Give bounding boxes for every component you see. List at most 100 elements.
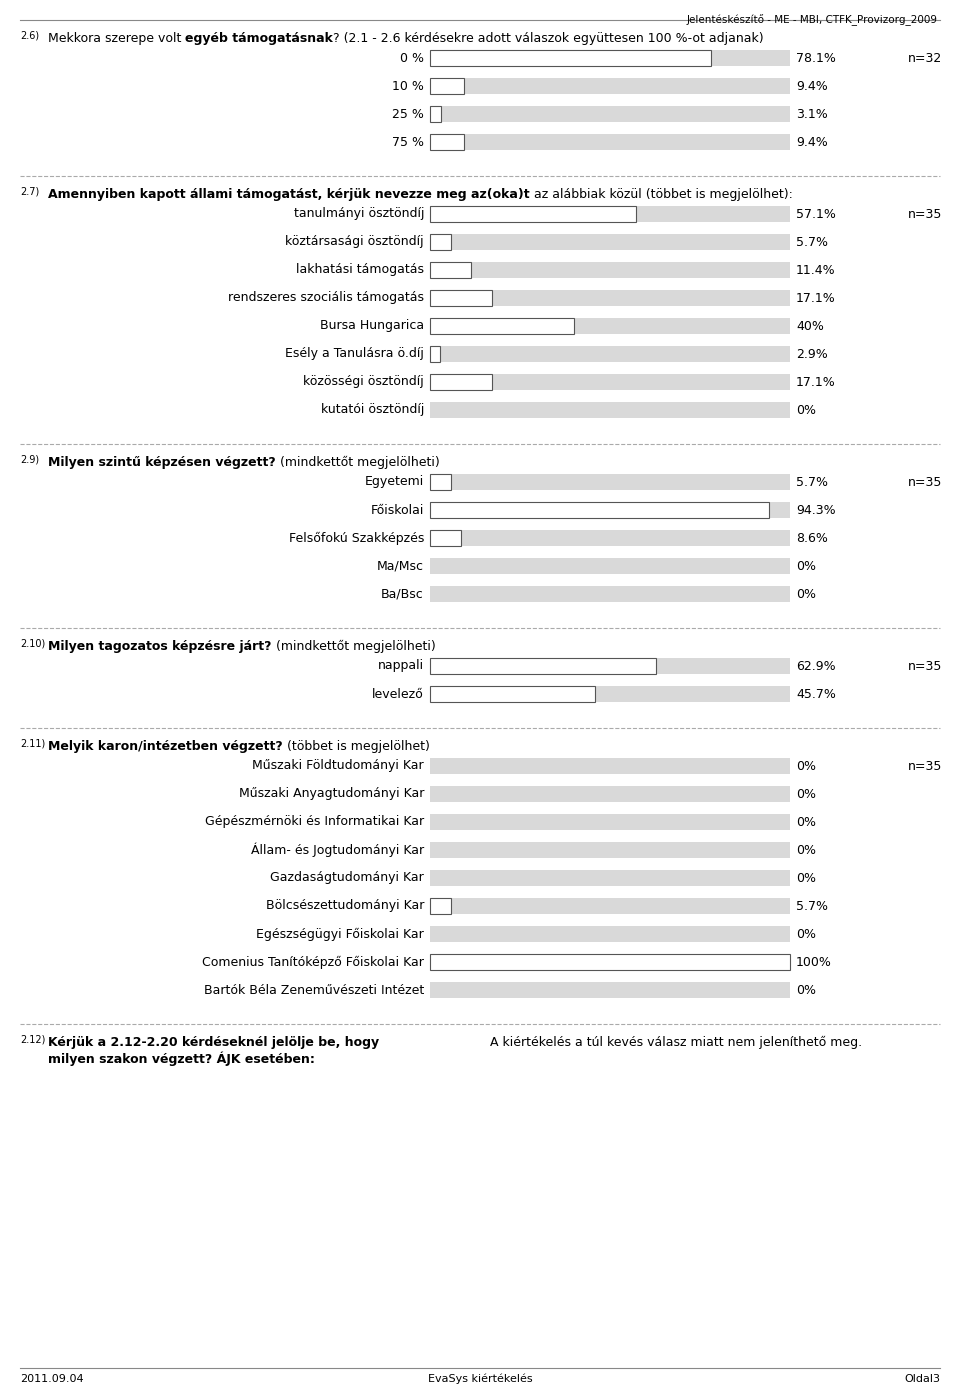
Text: 0%: 0% bbox=[796, 759, 816, 773]
Text: 5.7%: 5.7% bbox=[796, 236, 828, 248]
Bar bbox=[430, 262, 471, 278]
Bar bbox=[430, 318, 574, 333]
Text: Milyen szintű képzésen végzett?: Milyen szintű képzésen végzett? bbox=[48, 456, 276, 469]
Bar bbox=[430, 290, 492, 306]
Text: rendszeres szociális támogatás: rendszeres szociális támogatás bbox=[228, 292, 424, 304]
Bar bbox=[430, 586, 790, 603]
Text: 0%: 0% bbox=[796, 559, 816, 572]
Bar bbox=[430, 50, 711, 66]
Text: Jelentéskészítő - ME - MBI, CTFK_Provizorg_2009: Jelentéskészítő - ME - MBI, CTFK_Provizo… bbox=[687, 14, 938, 27]
Text: (mindkettőt megjelölheti): (mindkettőt megjelölheti) bbox=[272, 640, 435, 653]
Bar bbox=[430, 502, 790, 518]
Bar bbox=[430, 134, 790, 151]
Bar bbox=[430, 234, 450, 250]
Text: kutatói ösztöndíj: kutatói ösztöndíj bbox=[321, 403, 424, 417]
Bar bbox=[430, 262, 790, 278]
Text: n=35: n=35 bbox=[908, 476, 943, 490]
Text: Esély a Tanulásra ö.díj: Esély a Tanulásra ö.díj bbox=[285, 347, 424, 360]
Bar bbox=[430, 206, 636, 222]
Text: 2.7): 2.7) bbox=[20, 186, 39, 197]
Text: 9.4%: 9.4% bbox=[796, 80, 828, 92]
Text: tanulmányi ösztöndíj: tanulmányi ösztöndíj bbox=[294, 208, 424, 220]
Text: 2.10): 2.10) bbox=[20, 638, 45, 649]
Text: Amennyiben kapott állami támogatást, kérjük nevezze meg az(oka)t: Amennyiben kapott állami támogatást, kér… bbox=[48, 188, 530, 201]
Text: 0%: 0% bbox=[796, 587, 816, 600]
Bar bbox=[430, 134, 464, 151]
Text: Műszaki Földtudományi Kar: Műszaki Földtudományi Kar bbox=[252, 759, 424, 773]
Bar bbox=[430, 106, 790, 121]
Text: Ma/Msc: Ma/Msc bbox=[377, 559, 424, 572]
Bar bbox=[430, 843, 790, 858]
Text: Felsőfokú Szakképzés: Felsőfokú Szakképzés bbox=[289, 531, 424, 544]
Bar bbox=[430, 290, 790, 306]
Text: 8.6%: 8.6% bbox=[796, 531, 828, 544]
Text: Comenius Tanítóképző Főiskolai Kar: Comenius Tanítóképző Főiskolai Kar bbox=[203, 956, 424, 968]
Bar bbox=[430, 206, 790, 222]
Text: köztársasági ösztöndíj: köztársasági ösztöndíj bbox=[285, 236, 424, 248]
Text: Melyik karon/intézetben végzett?: Melyik karon/intézetben végzett? bbox=[48, 739, 283, 753]
Bar bbox=[430, 50, 790, 66]
Text: 40%: 40% bbox=[796, 319, 824, 332]
Text: 75 %: 75 % bbox=[392, 135, 424, 148]
Text: (mindkettőt megjelölheti): (mindkettőt megjelölheti) bbox=[276, 456, 440, 469]
Text: 0%: 0% bbox=[796, 928, 816, 940]
Text: 10 %: 10 % bbox=[392, 80, 424, 92]
Text: 17.1%: 17.1% bbox=[796, 292, 836, 304]
Text: közösségi ösztöndíj: közösségi ösztöndíj bbox=[303, 375, 424, 388]
Text: n=35: n=35 bbox=[908, 660, 943, 672]
Text: egyéb támogatásnak: egyéb támogatásnak bbox=[185, 32, 333, 45]
Bar bbox=[430, 374, 492, 391]
Bar bbox=[430, 346, 441, 361]
Text: 0%: 0% bbox=[796, 983, 816, 996]
Text: n=35: n=35 bbox=[908, 208, 943, 220]
Text: lakhatási támogatás: lakhatási támogatás bbox=[296, 264, 424, 276]
Text: n=35: n=35 bbox=[908, 760, 943, 773]
Text: A kiértékelés a túl kevés válasz miatt nem jeleníthető meg.: A kiértékelés a túl kevés válasz miatt n… bbox=[490, 1036, 862, 1049]
Text: Főiskolai: Főiskolai bbox=[371, 504, 424, 516]
Text: Bursa Hungarica: Bursa Hungarica bbox=[320, 319, 424, 332]
Bar bbox=[430, 78, 464, 93]
Text: 0%: 0% bbox=[796, 844, 816, 857]
Bar bbox=[430, 686, 790, 702]
Text: 62.9%: 62.9% bbox=[796, 660, 835, 672]
Text: Mekkora szerepe volt: Mekkora szerepe volt bbox=[48, 32, 185, 45]
Bar bbox=[430, 402, 790, 418]
Bar bbox=[430, 982, 790, 997]
Bar bbox=[430, 558, 790, 573]
Text: 78.1%: 78.1% bbox=[796, 52, 836, 64]
Text: 2.9): 2.9) bbox=[20, 453, 39, 465]
Text: 45.7%: 45.7% bbox=[796, 688, 836, 700]
Bar bbox=[430, 757, 790, 774]
Text: (többet is megjelölhet): (többet is megjelölhet) bbox=[283, 739, 430, 753]
Text: 11.4%: 11.4% bbox=[796, 264, 835, 276]
Text: 3.1%: 3.1% bbox=[796, 107, 828, 120]
Text: Egyetemi: Egyetemi bbox=[365, 476, 424, 488]
Text: levelező: levelező bbox=[372, 688, 424, 700]
Bar bbox=[430, 954, 790, 970]
Text: az alábbiak közül (többet is megjelölhet):: az alábbiak közül (többet is megjelölhet… bbox=[530, 188, 793, 201]
Bar bbox=[430, 530, 790, 545]
Bar bbox=[430, 530, 461, 545]
Bar bbox=[430, 374, 790, 391]
Bar bbox=[430, 318, 790, 333]
Bar bbox=[430, 78, 790, 93]
Bar bbox=[430, 870, 790, 886]
Text: Gazdaságtudományi Kar: Gazdaságtudományi Kar bbox=[271, 872, 424, 884]
Text: 2.6): 2.6) bbox=[20, 31, 39, 40]
Bar bbox=[430, 346, 790, 361]
Text: Oldal3: Oldal3 bbox=[904, 1374, 940, 1384]
Bar bbox=[430, 658, 790, 674]
Text: Ba/Bsc: Ba/Bsc bbox=[381, 587, 424, 600]
Text: 0%: 0% bbox=[796, 872, 816, 884]
Text: Gépészmérnöki és Informatikai Kar: Gépészmérnöki és Informatikai Kar bbox=[204, 816, 424, 829]
Bar bbox=[430, 658, 657, 674]
Bar bbox=[430, 898, 790, 914]
Text: Kérjük a 2.12-2.20 kérdéseknél jelölje be, hogy
milyen szakon végzett? ÁJK eseté: Kérjük a 2.12-2.20 kérdéseknél jelölje b… bbox=[48, 1036, 379, 1066]
Text: 100%: 100% bbox=[796, 956, 832, 968]
Bar bbox=[430, 234, 790, 250]
Text: 25 %: 25 % bbox=[392, 107, 424, 120]
Bar bbox=[430, 106, 442, 121]
Text: EvaSys kiértékelés: EvaSys kiértékelés bbox=[428, 1374, 532, 1384]
Bar bbox=[430, 898, 450, 914]
Text: 17.1%: 17.1% bbox=[796, 375, 836, 388]
